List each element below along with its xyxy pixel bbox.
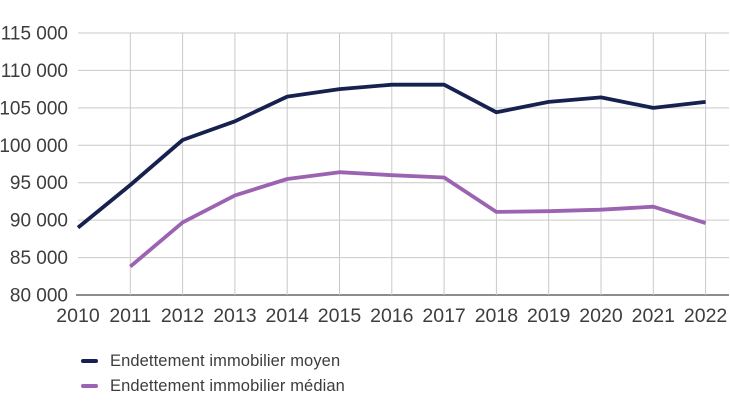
y-tick-label: 115 000	[1, 24, 68, 45]
y-tick-label: 110 000	[1, 61, 68, 82]
x-tick-label: 2011	[109, 305, 151, 327]
legend-item-moyen: Endettement immobilier moyen	[81, 351, 345, 371]
x-tick-label: 2014	[266, 305, 310, 327]
x-tick-label: 2012	[161, 305, 204, 327]
x-tick-label: 2015	[318, 305, 362, 327]
x-tick-label: 2018	[475, 305, 518, 327]
x-tick-label: 2013	[213, 305, 256, 327]
y-tick-label: 95 000	[10, 173, 68, 194]
x-tick-label: 2021	[632, 305, 675, 327]
y-tick-label: 80 000	[10, 286, 68, 307]
x-tick-label: 2017	[422, 305, 465, 327]
y-tick-label: 90 000	[10, 211, 68, 232]
legend-label-moyen: Endettement immobilier moyen	[110, 351, 341, 370]
series-line-0	[76, 82, 706, 230]
x-tick-label: 2020	[579, 305, 623, 327]
y-tick-label: 85 000	[10, 248, 68, 269]
series-line-1	[129, 170, 707, 269]
x-tick-label: 2016	[370, 305, 413, 327]
x-tick-label: 2019	[527, 305, 570, 327]
x-tick-label: 2022	[684, 305, 727, 327]
legend-dash-moyen-icon	[81, 359, 98, 363]
y-tick-label: 100 000	[0, 136, 68, 157]
legend-label-median: Endettement immobilier médian	[110, 376, 345, 395]
x-tick-label: 2010	[56, 305, 100, 327]
legend-dash-median-icon	[81, 384, 98, 388]
legend-item-median: Endettement immobilier médian	[81, 376, 345, 396]
chart-plot-area: 115 000 110 000 105 000 100 000 95 000 90 000…	[0, 24, 729, 327]
chart-legend: Endettement immobilier moyen Endettement…	[81, 351, 345, 396]
y-tick-label: 105 000	[0, 98, 68, 119]
